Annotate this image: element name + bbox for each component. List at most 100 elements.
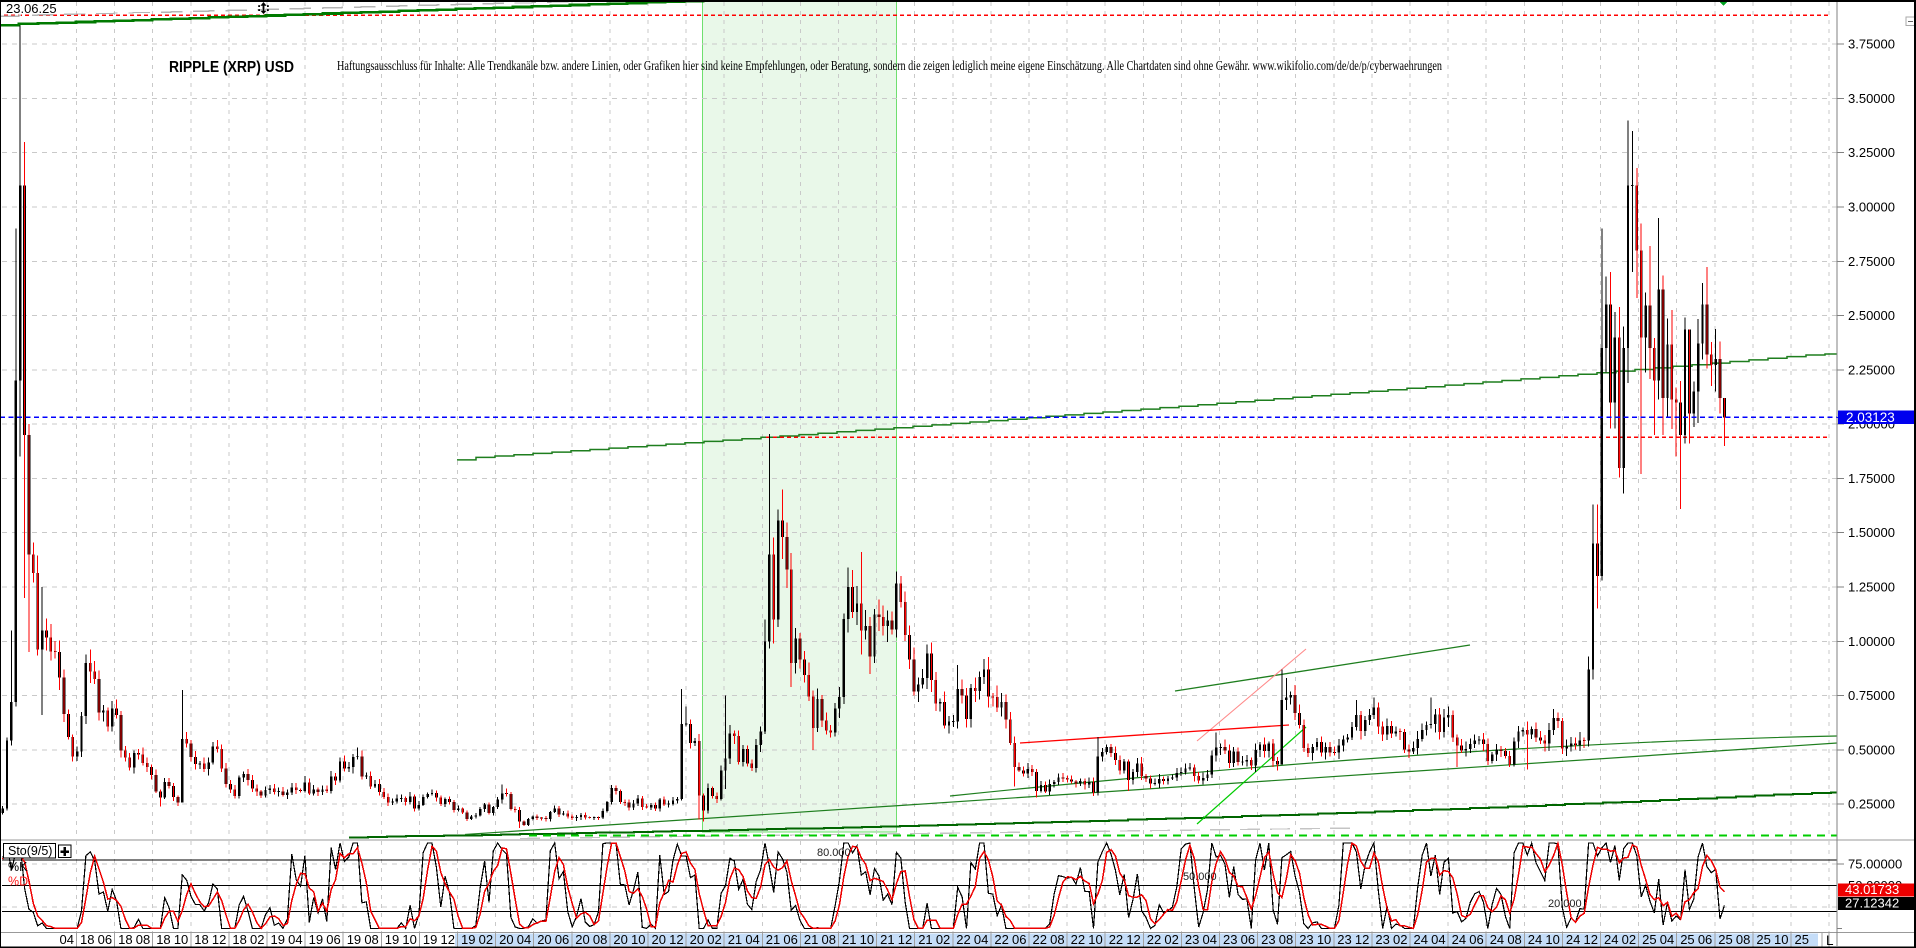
svg-text:20: 20	[652, 932, 666, 947]
svg-text:18: 18	[194, 932, 208, 947]
svg-text:06: 06	[555, 932, 569, 947]
svg-text:24: 24	[1490, 932, 1504, 947]
svg-text:1.25000: 1.25000	[1848, 580, 1895, 595]
svg-text:06: 06	[326, 932, 340, 947]
svg-text:04: 04	[1203, 932, 1217, 947]
svg-text:0.25000: 0.25000	[1848, 797, 1895, 812]
svg-text:24: 24	[1528, 932, 1542, 947]
svg-text:23: 23	[1223, 932, 1237, 947]
svg-text:19: 19	[423, 932, 437, 947]
svg-text:08: 08	[136, 932, 150, 947]
svg-text:12: 12	[212, 932, 226, 947]
svg-text:1.00000: 1.00000	[1848, 634, 1895, 649]
svg-text:2.03123: 2.03123	[1846, 410, 1895, 425]
svg-text:18: 18	[118, 932, 132, 947]
svg-text:25: 25	[1680, 932, 1694, 947]
svg-text:10: 10	[631, 932, 645, 947]
svg-text:21: 21	[766, 932, 780, 947]
svg-text:27.12342: 27.12342	[1845, 896, 1899, 911]
svg-text:24: 24	[1604, 932, 1618, 947]
svg-text:04: 04	[517, 932, 531, 947]
svg-text:25: 25	[1642, 932, 1656, 947]
svg-text:12: 12	[1355, 932, 1369, 947]
svg-text:2.25000: 2.25000	[1848, 362, 1895, 377]
svg-text:12: 12	[1584, 932, 1598, 947]
svg-text:19: 19	[461, 932, 475, 947]
svg-text:04: 04	[974, 932, 988, 947]
svg-text:10: 10	[1774, 932, 1788, 947]
svg-text:02: 02	[1393, 932, 1407, 947]
svg-text:08: 08	[1279, 932, 1293, 947]
svg-text:08: 08	[1050, 932, 1064, 947]
svg-text:08: 08	[593, 932, 607, 947]
svg-text:10: 10	[1545, 932, 1559, 947]
svg-text:22: 22	[1147, 932, 1161, 947]
svg-text:20: 20	[575, 932, 589, 947]
svg-text:10: 10	[1088, 932, 1102, 947]
svg-text:02: 02	[707, 932, 721, 947]
svg-text:%D: %D	[8, 875, 28, 889]
svg-text:04: 04	[60, 932, 74, 947]
svg-text:10: 10	[1317, 932, 1331, 947]
svg-text:20.000: 20.000	[1548, 898, 1582, 910]
svg-text:19: 19	[309, 932, 323, 947]
svg-text:21: 21	[918, 932, 932, 947]
svg-text:%K: %K	[8, 860, 28, 874]
svg-text:10: 10	[860, 932, 874, 947]
svg-text:08: 08	[822, 932, 836, 947]
svg-text:10: 10	[402, 932, 416, 947]
svg-text:22: 22	[994, 932, 1008, 947]
svg-text:04: 04	[288, 932, 302, 947]
svg-text:18: 18	[232, 932, 246, 947]
svg-text:02: 02	[1164, 932, 1178, 947]
svg-text:02: 02	[936, 932, 950, 947]
svg-text:1.50000: 1.50000	[1848, 525, 1895, 540]
svg-text:23: 23	[1185, 932, 1199, 947]
svg-text:3.25000: 3.25000	[1848, 145, 1895, 160]
svg-text:20: 20	[613, 932, 627, 947]
svg-text:80.000: 80.000	[817, 847, 851, 859]
svg-text:25: 25	[1718, 932, 1732, 947]
svg-text:21: 21	[842, 932, 856, 947]
svg-text:04: 04	[1660, 932, 1674, 947]
svg-text:2.50000: 2.50000	[1848, 308, 1895, 323]
svg-text:Haftungsausschluss für Inhalte: Haftungsausschluss für Inhalte: Alle Tre…	[337, 58, 1442, 73]
svg-text:23: 23	[1299, 932, 1313, 947]
svg-text:19: 19	[271, 932, 285, 947]
svg-text:18: 18	[156, 932, 170, 947]
svg-text:04: 04	[745, 932, 759, 947]
svg-text:23: 23	[1261, 932, 1275, 947]
svg-text:22: 22	[1071, 932, 1085, 947]
svg-text:0.50000: 0.50000	[1848, 742, 1895, 757]
svg-text:02: 02	[250, 932, 264, 947]
svg-text:18: 18	[80, 932, 94, 947]
svg-text:3.50000: 3.50000	[1848, 91, 1895, 106]
svg-text:06: 06	[1012, 932, 1026, 947]
svg-text:19: 19	[385, 932, 399, 947]
svg-text:02: 02	[479, 932, 493, 947]
svg-text:25: 25	[1756, 932, 1770, 947]
svg-text:0.75000: 0.75000	[1848, 688, 1895, 703]
svg-text:12: 12	[669, 932, 683, 947]
svg-text:21: 21	[880, 932, 894, 947]
svg-text:08: 08	[1507, 932, 1521, 947]
svg-text:19: 19	[347, 932, 361, 947]
svg-text:04: 04	[1431, 932, 1445, 947]
svg-text:3.75000: 3.75000	[1848, 37, 1895, 52]
svg-text:23.06.25: 23.06.25	[6, 1, 57, 16]
svg-text:10: 10	[174, 932, 188, 947]
svg-text:24: 24	[1452, 932, 1466, 947]
svg-text:Sto(9/5): Sto(9/5)	[8, 844, 52, 858]
svg-text:08: 08	[1736, 932, 1750, 947]
svg-text:06: 06	[1698, 932, 1712, 947]
svg-text:1.75000: 1.75000	[1848, 471, 1895, 486]
svg-text:12: 12	[898, 932, 912, 947]
svg-text:20: 20	[537, 932, 551, 947]
svg-text:43.01733: 43.01733	[1845, 882, 1899, 897]
svg-text:06: 06	[783, 932, 797, 947]
svg-text:08: 08	[364, 932, 378, 947]
svg-text:06: 06	[1469, 932, 1483, 947]
svg-text:12: 12	[441, 932, 455, 947]
svg-text:L: L	[1826, 933, 1834, 948]
svg-text:24: 24	[1414, 932, 1428, 947]
